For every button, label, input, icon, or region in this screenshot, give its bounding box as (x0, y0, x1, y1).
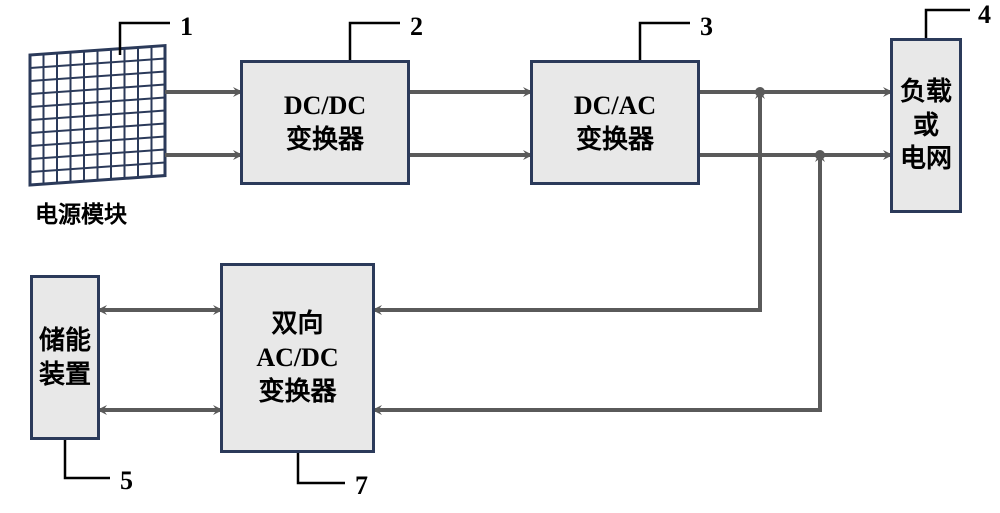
callout-line-c1 (120, 23, 170, 55)
node-storage: 储能 装置 (30, 275, 100, 440)
node-load: 负载 或 电网 (890, 38, 962, 213)
junction-dot (815, 150, 825, 160)
node-bidir: 双向 AC/DC 变换器 (220, 263, 375, 453)
callout-line-c2 (350, 23, 400, 60)
callout-line-c7 (298, 453, 345, 483)
solar-panel (30, 46, 165, 185)
callout-line-c5 (65, 440, 110, 478)
solar-caption: 电源模块 (35, 195, 127, 229)
callout-label-c7: 7 (355, 471, 368, 501)
callout-label-c5: 5 (120, 466, 133, 496)
arrow-bidir-bot-L (375, 155, 820, 410)
junction-dot (755, 87, 765, 97)
callout-line-c3 (640, 23, 690, 60)
node-dcac: DC/AC 变换器 (530, 60, 700, 185)
callout-label-c1: 1 (180, 12, 193, 42)
node-dcdc: DC/DC 变换器 (240, 60, 410, 185)
callout-label-c2: 2 (410, 12, 423, 42)
callout-line-c4 (926, 10, 970, 38)
callout-label-c3: 3 (700, 12, 713, 42)
callout-label-c4: 4 (978, 0, 991, 30)
